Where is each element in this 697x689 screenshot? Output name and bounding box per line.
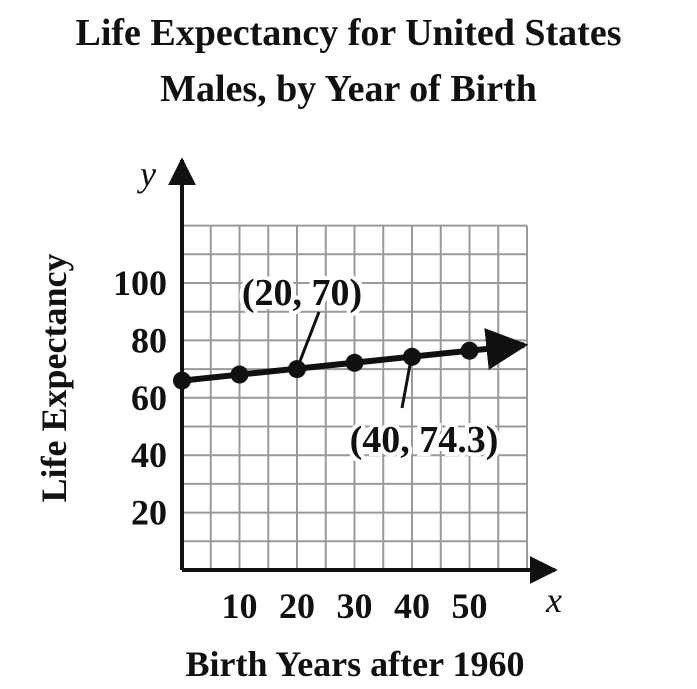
chart-title: Life Expectancy for United States xyxy=(75,12,622,54)
data-point xyxy=(403,347,421,366)
x-tick-label: 20 xyxy=(279,586,315,626)
data-point xyxy=(345,353,364,372)
data-point xyxy=(288,360,306,379)
y-axis-title: Life Expectancy xyxy=(34,254,74,503)
x-tick-label: 40 xyxy=(394,586,430,626)
x-axis-title: Birth Years after 1960 xyxy=(186,644,525,684)
annotation-leader xyxy=(400,364,412,409)
tick-labels: 10 20 30 40 50 20 40 60 80 100 xyxy=(113,263,488,626)
y-tick-label: 40 xyxy=(131,435,167,475)
axes xyxy=(168,157,558,584)
x-tick-label: 30 xyxy=(337,586,373,626)
data-point xyxy=(173,371,191,390)
x-tick-label: 10 xyxy=(222,586,258,626)
annotation-label: (20, 70) xyxy=(242,272,362,314)
annotations: (20, 70) (40, 74.3) xyxy=(238,268,503,465)
x-axis-variable: x xyxy=(545,580,562,620)
y-tick-label: 100 xyxy=(113,263,167,303)
data-point xyxy=(230,365,249,384)
annotation-label: (40, 74.3) xyxy=(350,419,499,461)
y-tick-label: 20 xyxy=(131,493,167,533)
y-tick-label: 80 xyxy=(131,320,167,360)
y-tick-label: 60 xyxy=(131,378,167,418)
data-series xyxy=(173,328,529,390)
y-axis-variable: y xyxy=(137,154,156,194)
data-point xyxy=(460,341,479,360)
annotation-leader xyxy=(298,311,321,362)
chart-subtitle: Males, by Year of Birth xyxy=(160,68,537,110)
x-tick-label: 50 xyxy=(452,586,488,626)
